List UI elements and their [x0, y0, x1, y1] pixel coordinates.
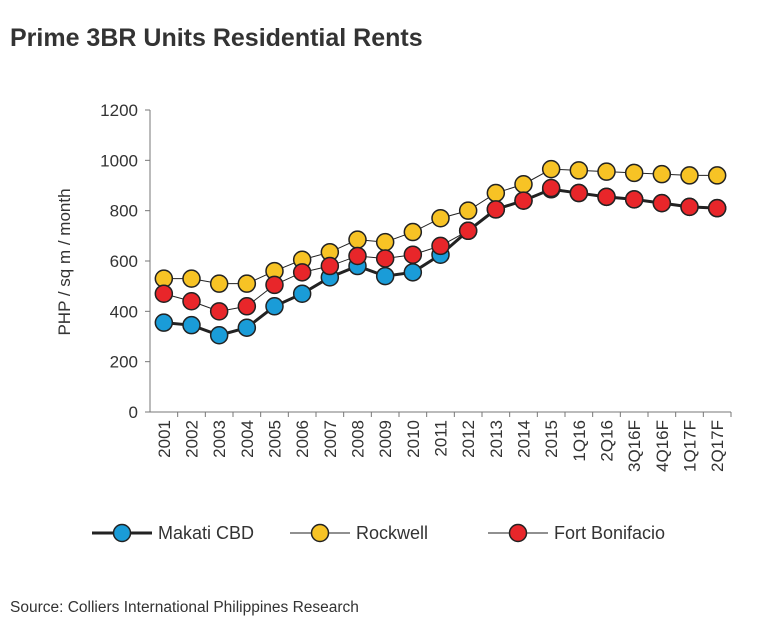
source-note: Source: Colliers International Philippin… [10, 599, 359, 616]
y-tick-label: 200 [110, 353, 138, 372]
data-point [541, 159, 561, 179]
data-point [541, 178, 561, 198]
y-tick-label: 600 [110, 252, 138, 271]
data-point [265, 275, 284, 295]
data-point [182, 269, 201, 288]
x-tick-label: 2Q17F [708, 420, 727, 472]
data-point [597, 187, 616, 207]
x-tick-label: 2011 [432, 420, 451, 457]
data-point [292, 284, 312, 303]
data-point [237, 274, 257, 293]
data-point [569, 161, 589, 180]
x-tick-label: 2004 [238, 420, 257, 458]
x-tick-label: 2012 [459, 420, 478, 458]
x-tick-label: 2002 [183, 420, 202, 458]
data-point [597, 162, 616, 181]
data-point [680, 166, 699, 185]
data-point [182, 292, 201, 311]
data-point [652, 193, 672, 213]
data-point [375, 249, 395, 268]
y-tick-label: 400 [110, 302, 138, 321]
data-point [154, 313, 174, 332]
chart-title: Prime 3BR Units Residential Rents [10, 24, 423, 52]
x-tick-label: 2015 [542, 420, 561, 458]
legend-marker [508, 523, 528, 543]
legend-label: Makati CBD [158, 523, 254, 543]
x-tick-label: 2013 [487, 420, 506, 458]
y-tick-label: 1200 [100, 101, 138, 120]
x-tick-label: 3Q16F [625, 420, 644, 472]
data-point [431, 236, 450, 256]
data-point [431, 208, 450, 228]
y-tick-label: 800 [110, 202, 138, 221]
legend-marker [310, 523, 330, 543]
x-tick-label: 2014 [515, 420, 534, 458]
data-point [320, 256, 340, 276]
data-point [403, 222, 423, 242]
data-point [209, 325, 229, 345]
data-point [458, 221, 478, 241]
x-tick-label: 2001 [155, 420, 174, 458]
x-tick-label: 2008 [349, 420, 368, 458]
x-tick-label: 2Q16 [598, 420, 617, 462]
data-point [624, 190, 644, 209]
legend-marker [112, 523, 132, 543]
x-tick-label: 4Q16F [653, 420, 672, 472]
data-point [569, 183, 589, 203]
data-point [403, 245, 423, 264]
data-point [182, 315, 201, 335]
data-point [209, 302, 229, 321]
data-point [707, 166, 727, 185]
y-tick-label: 1000 [100, 151, 138, 170]
data-point [652, 164, 672, 184]
y-tick-label: 0 [129, 403, 138, 422]
x-tick-label: 2009 [376, 420, 395, 458]
data-point [486, 200, 506, 219]
data-point [154, 284, 174, 303]
data-point [486, 183, 506, 203]
data-point [707, 198, 727, 218]
x-tick-label: 2005 [266, 420, 285, 458]
data-point [265, 297, 284, 316]
x-tick-label: 1Q17F [681, 420, 700, 472]
data-point [237, 318, 257, 337]
data-point [292, 263, 312, 282]
data-point [514, 191, 533, 210]
data-point [403, 263, 423, 282]
x-tick-label: 2007 [321, 420, 340, 458]
data-point [514, 174, 533, 194]
legend-label: Rockwell [356, 523, 428, 543]
data-point [375, 232, 395, 252]
x-tick-label: 2003 [210, 420, 229, 458]
data-point [458, 201, 478, 220]
data-point [375, 266, 395, 286]
data-point [348, 230, 367, 249]
data-point [237, 297, 257, 316]
data-point [624, 163, 644, 183]
data-point [348, 246, 367, 266]
y-axis-label: PHP / sq m / month [55, 188, 74, 335]
legend-label: Fort Bonifacio [554, 523, 665, 543]
x-tick-label: 1Q16 [570, 420, 589, 462]
x-tick-label: 2010 [404, 420, 423, 458]
data-point [680, 197, 699, 217]
x-tick-label: 2006 [293, 420, 312, 458]
data-point [209, 274, 229, 293]
